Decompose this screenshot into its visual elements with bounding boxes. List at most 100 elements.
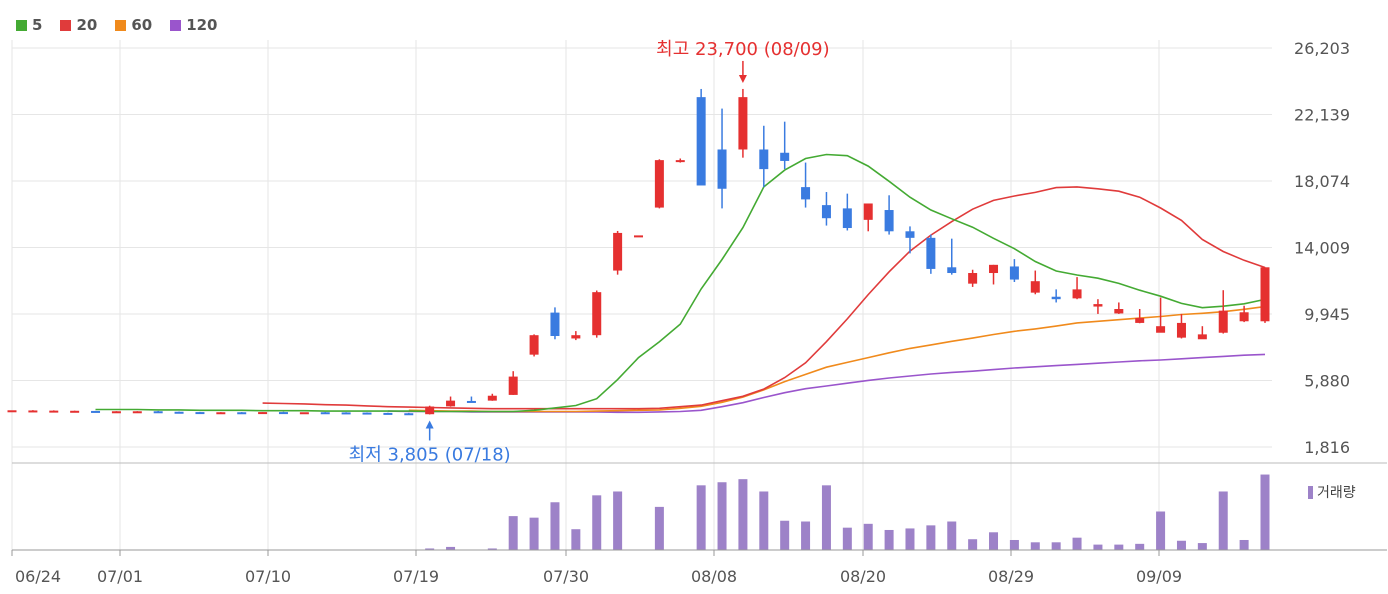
candle — [258, 412, 268, 415]
y-tick-label: 26,203 — [1294, 39, 1350, 58]
candle-body — [1260, 267, 1270, 322]
candle-body — [404, 413, 414, 416]
volume-bar — [926, 525, 936, 550]
moving-average-lines — [95, 153, 1266, 414]
candle — [111, 411, 121, 414]
legend-item-ma120[interactable]: 120 — [170, 16, 218, 34]
volume-bar — [947, 521, 957, 550]
candle — [1009, 259, 1019, 283]
candle-body — [1093, 304, 1103, 307]
volume-bar — [1218, 491, 1228, 550]
candle-body — [153, 411, 163, 414]
candle-body — [1009, 266, 1019, 280]
legend-swatch-ma60 — [115, 19, 127, 31]
candle-body — [905, 231, 915, 238]
x-tick-label: 07/19 — [393, 567, 439, 586]
volume-bar — [968, 539, 978, 550]
candle-body — [49, 410, 59, 413]
ma20-line — [262, 186, 1266, 410]
candle — [1051, 289, 1061, 303]
volume-bar — [780, 520, 790, 550]
candle — [613, 230, 623, 275]
candle-body — [529, 335, 539, 355]
candle — [1218, 290, 1228, 334]
candle-body — [237, 412, 247, 415]
candle — [968, 269, 978, 287]
volume-bar — [1009, 539, 1019, 550]
volume-bar — [905, 528, 915, 550]
candle-body — [299, 412, 309, 415]
candle — [1072, 277, 1082, 300]
candle-body — [926, 237, 936, 269]
candle-body — [571, 335, 581, 339]
volume-bar — [1239, 539, 1249, 550]
low-arrow-head — [425, 420, 434, 429]
candle — [634, 235, 643, 238]
candle — [237, 412, 247, 415]
candle — [7, 410, 17, 413]
candle — [592, 290, 602, 338]
candle — [1093, 299, 1103, 314]
candle — [738, 88, 748, 158]
candle — [821, 192, 831, 226]
candle — [550, 307, 560, 340]
candle — [947, 238, 957, 275]
x-tick-label: 07/30 — [543, 567, 589, 586]
y-tick-label: 5,880 — [1304, 372, 1350, 391]
candle-body — [1114, 309, 1124, 314]
candle — [759, 125, 769, 188]
candle — [70, 410, 80, 413]
candle-body — [320, 412, 330, 415]
candle — [675, 158, 685, 163]
candle — [801, 162, 811, 208]
candle — [153, 410, 163, 414]
volume-bar — [1176, 540, 1186, 550]
legend-item-ma5[interactable]: 5 — [16, 16, 42, 34]
ma120-line — [387, 353, 1266, 414]
legend-item-ma60[interactable]: 60 — [115, 16, 152, 34]
candle — [341, 412, 351, 415]
candle-body — [863, 203, 873, 220]
candle-body — [1135, 318, 1145, 323]
y-tick-label: 1,816 — [1304, 438, 1350, 457]
candle — [174, 411, 184, 414]
candle — [884, 195, 894, 235]
volume-bar — [592, 495, 602, 550]
candle-body — [675, 160, 685, 163]
candle — [654, 159, 664, 209]
legend-item-ma20[interactable]: 20 — [60, 16, 97, 34]
candle — [571, 331, 581, 341]
candle-body — [91, 410, 101, 413]
x-tick-label: 07/10 — [245, 567, 291, 586]
volume-bar — [1051, 542, 1061, 550]
candle — [1260, 267, 1270, 323]
moving-average-legend: 5 20 60 120 — [16, 16, 218, 34]
candle — [132, 411, 142, 414]
candle-body — [821, 205, 831, 219]
candle — [696, 88, 706, 186]
candle-body — [717, 149, 727, 189]
candle-body — [780, 152, 790, 161]
candle — [508, 371, 518, 395]
volume-bar — [571, 529, 581, 550]
volume-bar — [550, 502, 560, 550]
volume-bar — [446, 546, 456, 550]
candle — [320, 412, 330, 415]
volume-bar — [738, 479, 748, 550]
candle — [905, 226, 915, 254]
candle-body — [195, 412, 205, 415]
candle — [383, 412, 393, 415]
candle — [842, 193, 852, 231]
candle — [216, 412, 226, 415]
candle-body — [1176, 322, 1186, 338]
x-tick-label: 07/01 — [97, 567, 143, 586]
volume-bar — [989, 532, 999, 550]
volume-bar — [863, 523, 873, 550]
x-tick-label: 09/09 — [1136, 567, 1182, 586]
candle-body — [7, 410, 17, 413]
candle-body — [592, 292, 602, 336]
legend-label-ma120: 120 — [186, 16, 218, 34]
x-tick-label: 06/24 — [15, 567, 61, 586]
legend-swatch-ma5 — [16, 19, 27, 31]
volume-legend: 거래량 — [1308, 482, 1356, 502]
